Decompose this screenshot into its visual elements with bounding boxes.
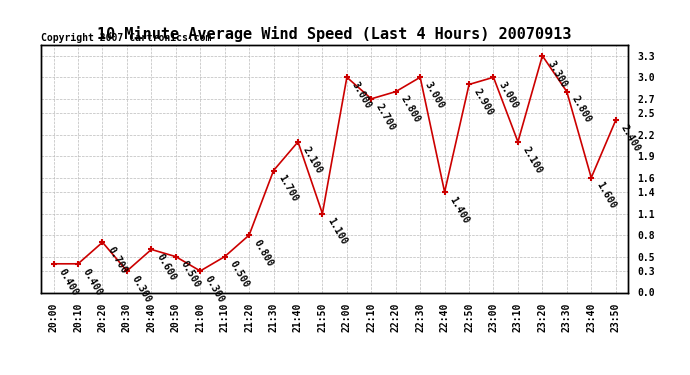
Text: 0.300: 0.300: [203, 274, 226, 304]
Text: 3.300: 3.300: [545, 58, 569, 89]
Text: 1.400: 1.400: [447, 195, 471, 225]
Text: 2.800: 2.800: [569, 94, 593, 125]
Text: 1.700: 1.700: [276, 173, 299, 204]
Text: 0.500: 0.500: [228, 260, 250, 290]
Text: 2.400: 2.400: [618, 123, 642, 153]
Text: 2.700: 2.700: [374, 102, 397, 132]
Text: 3.000: 3.000: [350, 80, 373, 111]
Text: 2.900: 2.900: [472, 87, 495, 118]
Text: 0.700: 0.700: [106, 245, 128, 276]
Text: 3.000: 3.000: [496, 80, 520, 111]
Text: 3.000: 3.000: [423, 80, 446, 111]
Text: 1.100: 1.100: [325, 216, 348, 247]
Text: 0.600: 0.600: [154, 252, 177, 283]
Title: 10 Minute Average Wind Speed (Last 4 Hours) 20070913: 10 Minute Average Wind Speed (Last 4 Hou…: [97, 27, 572, 42]
Text: 1.600: 1.600: [594, 180, 618, 211]
Text: 0.300: 0.300: [130, 274, 153, 304]
Text: 0.500: 0.500: [179, 260, 202, 290]
Text: 0.400: 0.400: [81, 267, 104, 297]
Text: 0.400: 0.400: [57, 267, 80, 297]
Text: Copyright 2007 Cartronics.com: Copyright 2007 Cartronics.com: [41, 33, 212, 42]
Text: 2.100: 2.100: [521, 145, 544, 175]
Text: 2.100: 2.100: [301, 145, 324, 175]
Text: 2.800: 2.800: [399, 94, 422, 125]
Text: 0.800: 0.800: [252, 238, 275, 268]
